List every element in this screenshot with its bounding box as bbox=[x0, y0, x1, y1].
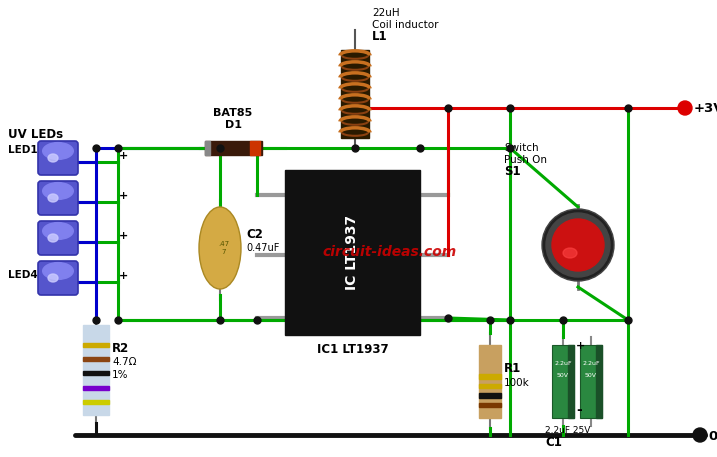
Text: R2: R2 bbox=[112, 342, 129, 355]
Circle shape bbox=[552, 219, 604, 271]
Text: IC1 LT1937: IC1 LT1937 bbox=[317, 343, 389, 356]
Bar bbox=[83, 343, 109, 346]
Text: 2.2uF: 2.2uF bbox=[554, 361, 572, 366]
FancyBboxPatch shape bbox=[38, 181, 78, 215]
Circle shape bbox=[678, 101, 692, 115]
Text: L1: L1 bbox=[372, 30, 388, 43]
Text: 0V: 0V bbox=[708, 430, 717, 442]
Text: C1: C1 bbox=[545, 436, 562, 449]
Bar bbox=[250, 141, 260, 155]
Ellipse shape bbox=[563, 248, 577, 258]
Ellipse shape bbox=[43, 263, 73, 279]
Bar bbox=[479, 393, 501, 398]
Bar bbox=[83, 325, 109, 415]
Bar bbox=[479, 345, 501, 418]
Text: 50V: 50V bbox=[557, 373, 569, 378]
Text: +: + bbox=[576, 341, 585, 351]
Ellipse shape bbox=[199, 207, 241, 289]
Ellipse shape bbox=[48, 274, 58, 282]
Bar bbox=[83, 400, 109, 404]
Text: UV LEDs: UV LEDs bbox=[8, 128, 63, 141]
Ellipse shape bbox=[43, 183, 73, 199]
Text: +: + bbox=[119, 231, 128, 241]
Text: IC LT1937: IC LT1937 bbox=[346, 215, 359, 290]
Bar bbox=[341, 50, 369, 138]
Text: 100k: 100k bbox=[504, 378, 530, 388]
Bar bbox=[205, 141, 262, 155]
Bar bbox=[83, 372, 109, 375]
Text: 22uH: 22uH bbox=[372, 8, 399, 18]
Ellipse shape bbox=[43, 223, 73, 239]
Bar bbox=[479, 403, 501, 407]
Text: BAT85: BAT85 bbox=[214, 108, 252, 118]
Text: +3V: +3V bbox=[694, 102, 717, 116]
Ellipse shape bbox=[48, 154, 58, 162]
Ellipse shape bbox=[43, 143, 73, 159]
Text: LED4: LED4 bbox=[8, 270, 38, 280]
Bar bbox=[479, 383, 501, 388]
Text: 50V: 50V bbox=[585, 373, 597, 378]
Text: 2.2uF: 2.2uF bbox=[582, 361, 600, 366]
FancyBboxPatch shape bbox=[38, 141, 78, 175]
Bar bbox=[552, 345, 574, 418]
Text: D1: D1 bbox=[224, 120, 242, 130]
Text: Push On: Push On bbox=[504, 155, 547, 165]
Text: +: + bbox=[119, 191, 128, 201]
Circle shape bbox=[693, 428, 707, 442]
Text: Switch: Switch bbox=[504, 143, 538, 153]
Bar bbox=[596, 345, 602, 418]
Bar bbox=[83, 357, 109, 361]
Ellipse shape bbox=[48, 234, 58, 242]
Circle shape bbox=[546, 213, 610, 277]
Text: +: + bbox=[119, 151, 128, 161]
Bar bbox=[285, 170, 420, 335]
Ellipse shape bbox=[48, 194, 58, 202]
Text: 1%: 1% bbox=[112, 370, 128, 380]
Text: 0.47uF: 0.47uF bbox=[246, 243, 280, 253]
FancyBboxPatch shape bbox=[38, 261, 78, 295]
Text: R1: R1 bbox=[504, 362, 521, 375]
Text: C2: C2 bbox=[246, 228, 263, 241]
Text: .47
7: .47 7 bbox=[219, 241, 229, 255]
Bar bbox=[205, 141, 210, 155]
Text: circuit-ideas.com: circuit-ideas.com bbox=[323, 245, 457, 259]
Circle shape bbox=[542, 209, 614, 281]
Text: S1: S1 bbox=[504, 165, 521, 178]
Text: Coil inductor: Coil inductor bbox=[372, 20, 439, 30]
Bar bbox=[479, 374, 501, 378]
Bar bbox=[568, 345, 574, 418]
Text: -: - bbox=[576, 403, 581, 417]
Bar bbox=[580, 345, 602, 418]
Text: LED1: LED1 bbox=[8, 145, 37, 155]
Text: +: + bbox=[119, 271, 128, 281]
FancyBboxPatch shape bbox=[38, 221, 78, 255]
Text: 4.7Ω: 4.7Ω bbox=[112, 357, 136, 367]
Bar bbox=[83, 386, 109, 390]
Text: 2.2uF 25V: 2.2uF 25V bbox=[545, 426, 590, 435]
